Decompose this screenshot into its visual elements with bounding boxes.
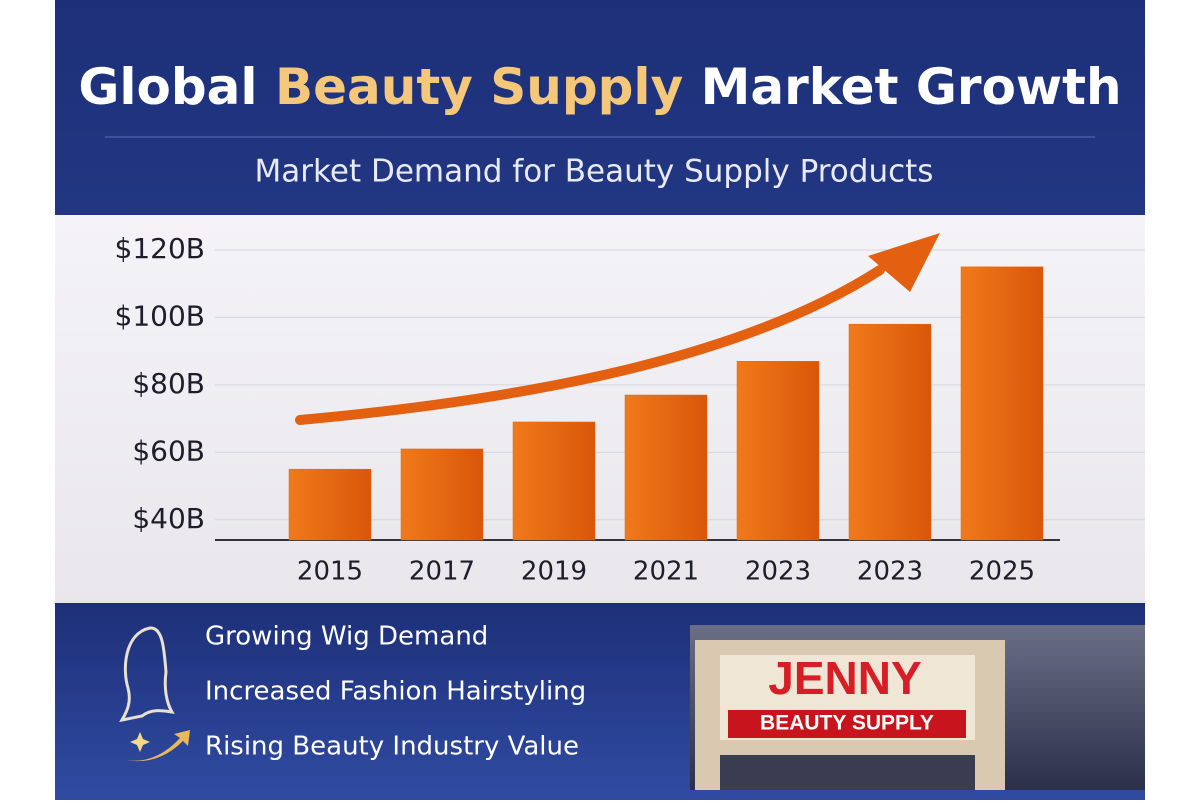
chart: $40B $60B $80B $100B $120B 2015 2017 2019 2021 20… <box>115 232 1145 587</box>
chart-subtitle: Market Demand for Beauty Supply Products <box>255 154 934 190</box>
wig-icon <box>119 626 175 723</box>
x-tick-label: 2017 <box>409 557 475 587</box>
y-tick-label: $60B <box>132 434 205 467</box>
y-tick-label: $40B <box>132 502 205 535</box>
x-tick-label: 2023 <box>745 557 811 587</box>
y-tick-label: $100B <box>115 299 205 332</box>
highlights: Growing Wig Demand Increased Fashion Hair… <box>205 622 586 762</box>
arrow-head <box>868 233 940 292</box>
rising-icon <box>125 730 190 762</box>
store-name: JENNY <box>768 652 921 704</box>
x-tick-label: 2025 <box>969 557 1035 587</box>
x-tick-label: 2019 <box>521 557 587 587</box>
y-tick-label: $80B <box>132 367 205 400</box>
title-part: Market Growth <box>701 58 1122 116</box>
bar <box>848 323 932 541</box>
x-tick-label: 2021 <box>633 557 699 587</box>
store-window <box>720 755 975 790</box>
bar <box>736 361 820 541</box>
highlight-text: Rising Beauty Industry Value <box>205 732 579 762</box>
bar <box>512 421 596 541</box>
bar <box>624 394 708 541</box>
growth-arrow <box>295 265 885 425</box>
title-part: Global <box>78 58 257 116</box>
highlight-text: Growing Wig Demand <box>205 622 488 652</box>
x-tick-label: 2023 <box>857 557 923 587</box>
x-tick-label: 2015 <box>297 557 363 587</box>
sign-banner <box>728 710 966 738</box>
sparkle-icon <box>130 732 150 752</box>
bar <box>288 468 372 541</box>
y-tick-label: $120B <box>115 232 205 265</box>
bar <box>400 448 484 541</box>
store-tagline: BEAUTY SUPPLY <box>760 712 934 735</box>
title-highlight: Beauty Supply <box>275 58 683 116</box>
bar <box>960 266 1044 541</box>
highlight-text: Increased Fashion Hairstyling <box>205 677 586 707</box>
chart-title: Global Beauty Supply Market Growth <box>78 58 1121 116</box>
